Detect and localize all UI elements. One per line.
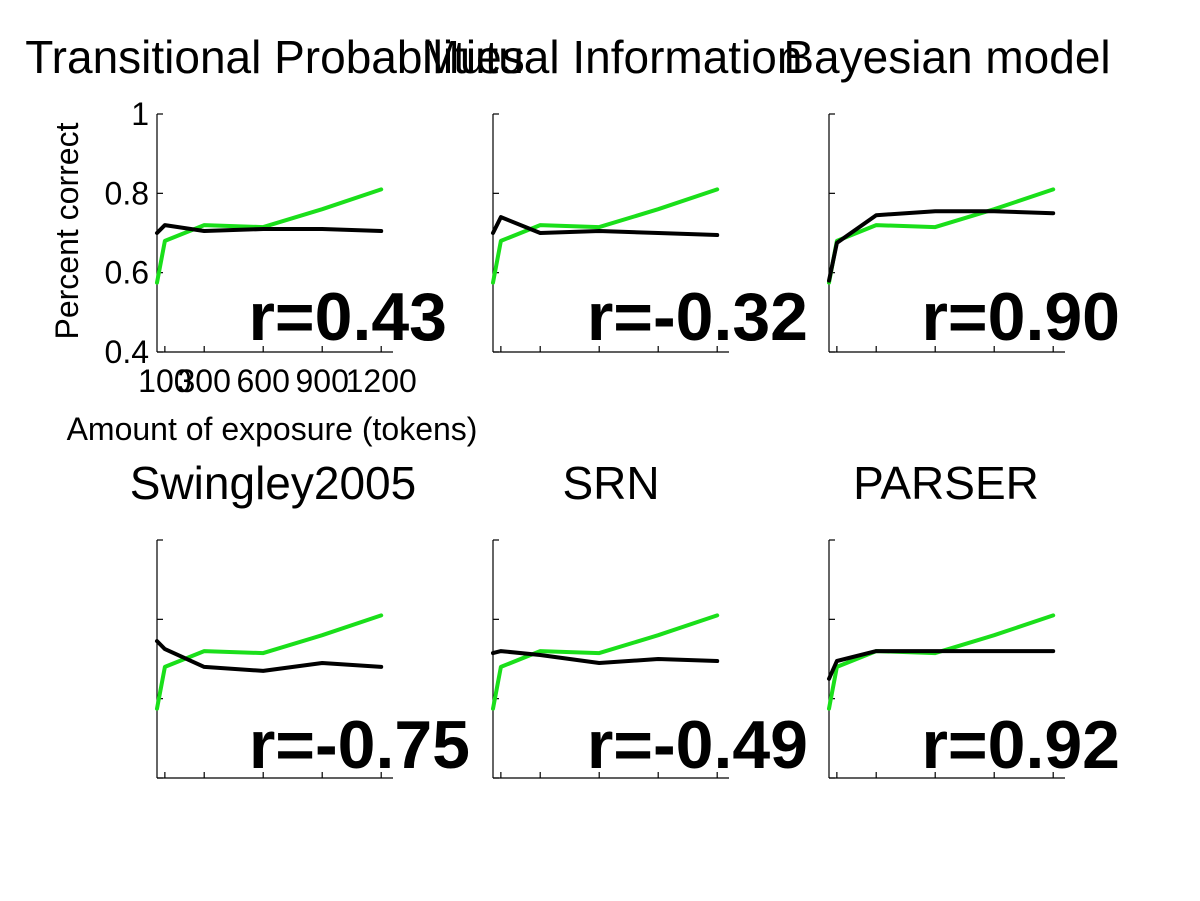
subplot-transitional-probabilities: Transitional Probabilities Percent corre…	[25, 31, 524, 447]
y-tick-label: 0.4	[105, 334, 149, 370]
subplot-swingley2005: Swingley2005 r=-0.75	[130, 457, 470, 783]
correlation-label: r=-0.49	[587, 707, 808, 783]
correlation-label: r=0.43	[248, 279, 447, 355]
x-tick-label: 100	[138, 363, 191, 399]
subplot-axes-3	[827, 113, 1065, 353]
x-tick-label: 1200	[346, 363, 417, 399]
subplot-title: Bayesian model	[783, 31, 1110, 83]
y-tick-label: 1	[131, 96, 149, 132]
subplot-title: Mutual Information	[422, 31, 803, 83]
series-line-black	[827, 649, 1056, 681]
correlation-label: r=0.92	[921, 707, 1120, 783]
series-line-black	[155, 223, 384, 235]
correlation-label: r=-0.32	[587, 279, 808, 355]
correlation-label: r=-0.75	[249, 707, 470, 783]
subplot-axes-2	[491, 113, 729, 353]
series-line-green	[491, 187, 720, 285]
subplot-axes-5	[491, 539, 729, 779]
subplot-srn: SRN r=-0.49	[562, 457, 808, 783]
series-line-green	[155, 613, 384, 711]
subplot-title: PARSER	[853, 457, 1039, 509]
x-tick-label: 600	[237, 363, 290, 399]
x-axis-label: Amount of exposure (tokens)	[67, 411, 478, 447]
subplot-title: Transitional Probabilities	[25, 31, 524, 83]
correlation-label: r=0.90	[921, 279, 1120, 355]
series-line-green	[155, 187, 384, 285]
series-line-black	[827, 209, 1056, 283]
subplot-parser: PARSER r=0.92	[853, 457, 1120, 783]
x-tick-label: 300	[178, 363, 231, 399]
series-line-black	[155, 639, 384, 673]
y-tick-label: 0.6	[105, 255, 149, 291]
x-tick-label: 900	[296, 363, 349, 399]
y-axis-label: Percent correct	[49, 122, 85, 339]
series-line-black	[491, 649, 720, 665]
y-tick-label: 0.8	[105, 175, 149, 211]
subplot-axes-4	[155, 539, 393, 779]
series-line-green	[491, 613, 720, 711]
subplot-title: Swingley2005	[130, 457, 416, 509]
subplot-mutual-information: Mutual Information r=-0.32	[422, 31, 808, 355]
subplot-bayesian-model: Bayesian model r=0.90	[783, 31, 1120, 355]
subplot-title: SRN	[562, 457, 659, 509]
subplot-axes-6	[827, 539, 1065, 779]
series-line-black	[491, 215, 720, 237]
